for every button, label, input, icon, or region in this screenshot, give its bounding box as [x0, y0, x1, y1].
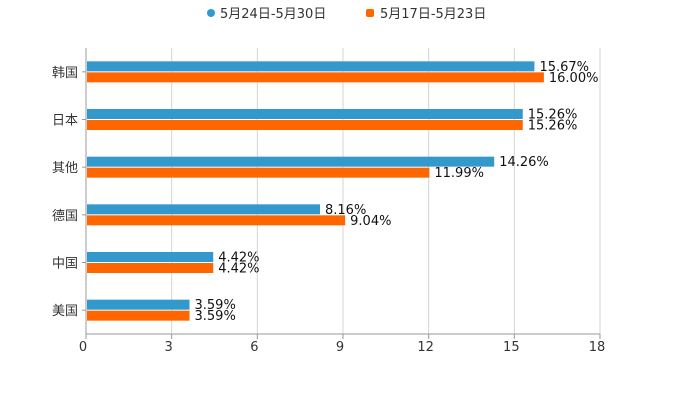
legend-marker-series-2 [366, 9, 374, 17]
legend-marker-series-1 [207, 9, 215, 17]
data-label-series-1: 3.59% [195, 298, 236, 313]
bar-series-1 [87, 156, 495, 167]
legend-label-series-2: 5月17日-5月23日 [380, 7, 486, 22]
bar-series-2 [87, 310, 190, 321]
bar-series-1 [87, 61, 535, 72]
bar-series-1 [87, 252, 214, 262]
bar-series-2 [87, 215, 346, 226]
value-labels: 15.67%16.00% 15.26%15.26% 14.26% 11.99% 8.16… [195, 60, 599, 324]
data-label-series-1: 15.26% [528, 108, 578, 123]
x-tick-label: 9 [336, 340, 344, 355]
category-label: 日本 [52, 114, 78, 129]
legend-label-series-1: 5月24日-5月30日 [220, 7, 326, 22]
x-tick-label: 12 [417, 340, 434, 355]
x-tick-label: 3 [165, 340, 173, 355]
bar-series-1 [87, 109, 523, 119]
category-label: 韩国 [52, 66, 78, 81]
data-label-series-2: 4.42% [218, 262, 259, 277]
data-label-series-2: 16.00% [549, 71, 599, 86]
x-tick-label: 15 [503, 340, 520, 355]
bar-series-2 [87, 263, 214, 273]
category-label: 美国 [52, 304, 78, 319]
data-label-series-2: 15.26% [528, 119, 578, 134]
data-label-series-1: 8.16% [325, 203, 366, 218]
category-label: 德国 [52, 209, 78, 224]
legend: 5月24日-5月30日 5月17日-5月23日 [207, 7, 486, 22]
bar-series-2 [87, 167, 430, 178]
category-label: 其他 [52, 161, 78, 176]
data-label-series-2: 9.04% [350, 214, 391, 229]
data-label-series-1: 15.67% [539, 60, 589, 75]
data-label-series-1: 14.26% [499, 155, 549, 170]
bar-series-1 [87, 204, 321, 215]
data-label-series-1: 4.42% [218, 251, 259, 266]
x-tick-label: 18 [589, 340, 606, 355]
gridlines [85, 48, 601, 334]
data-label-series-2: 3.59% [195, 309, 236, 324]
category-label: 中国 [52, 257, 78, 272]
bar-series-2 [87, 72, 544, 83]
bar-series-2 [87, 120, 523, 130]
bars [87, 61, 544, 321]
x-tick-label: 6 [250, 340, 258, 355]
bar-series-1 [87, 299, 190, 310]
data-label-series-2: 11.99% [434, 166, 484, 181]
x-tick-label: 0 [79, 340, 87, 355]
